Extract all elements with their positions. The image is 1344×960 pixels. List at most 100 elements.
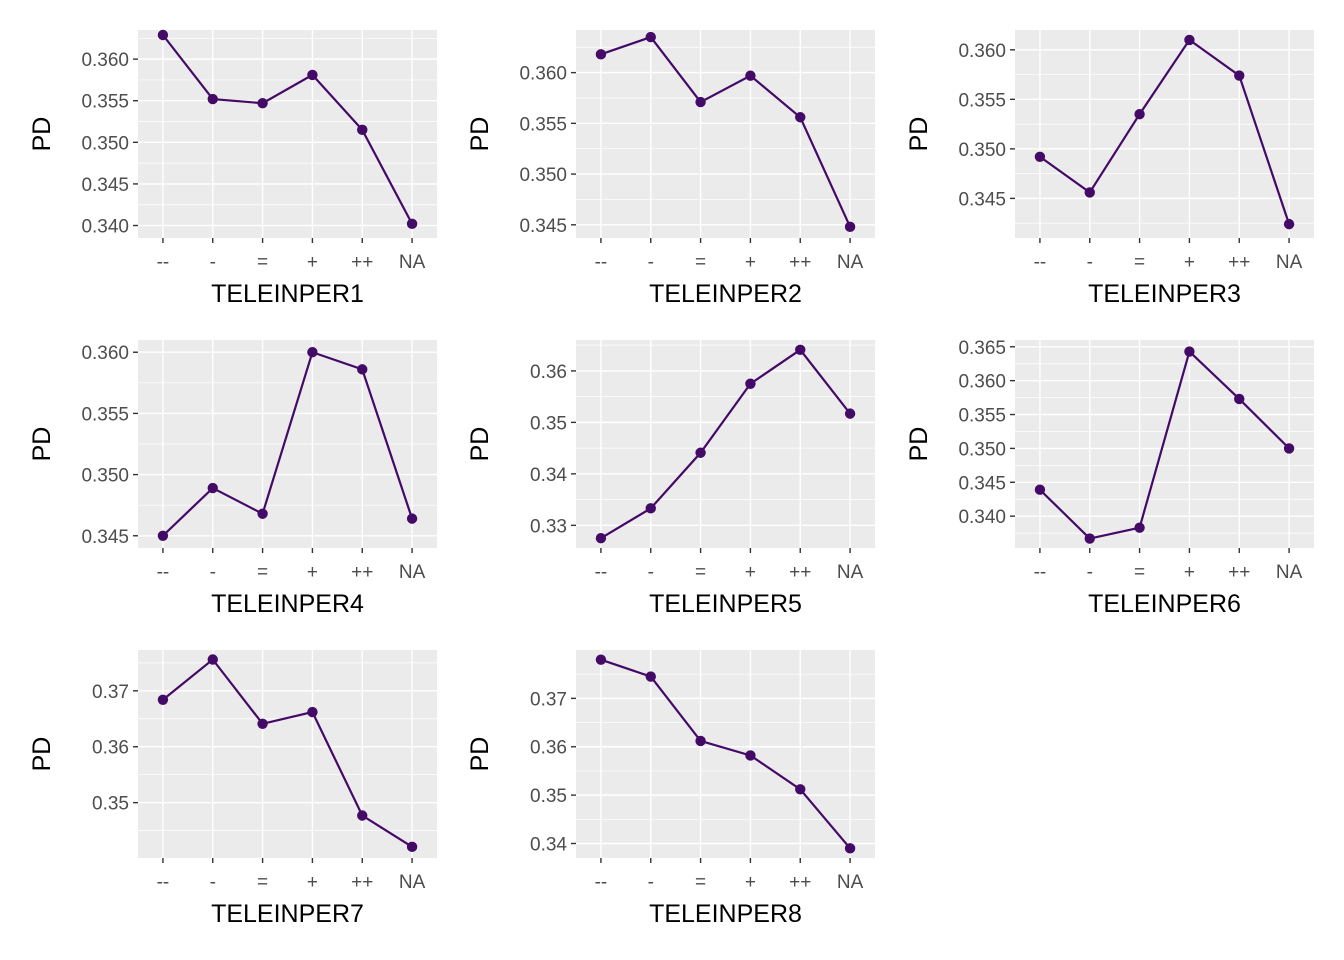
data-point [1084, 533, 1095, 544]
x-axis-title: TELEINPER7 [211, 900, 364, 928]
data-point [1084, 187, 1095, 198]
y-tick-label: 0.345 [519, 216, 567, 237]
x-tick-label: - [648, 872, 654, 893]
x-axis-title: TELEINPER3 [1088, 280, 1241, 308]
data-point [157, 530, 169, 541]
data-point [595, 533, 607, 544]
x-tick-label: + [307, 872, 318, 893]
data-point [207, 654, 218, 665]
x-tick-label: = [695, 562, 706, 583]
x-tick-label: + [307, 252, 318, 273]
x-tick-label: - [210, 252, 216, 273]
data-point [406, 513, 418, 524]
y-axis-title: PD [466, 427, 494, 462]
data-point [406, 841, 418, 853]
y-tick-label: 0.345 [81, 527, 129, 548]
y-tick-label: 0.34 [530, 465, 567, 486]
data-point [207, 93, 218, 105]
data-point [795, 112, 806, 123]
y-tick-label: 0.360 [519, 64, 567, 85]
data-point [257, 718, 268, 730]
data-point [357, 364, 368, 375]
x-tick-label: -- [157, 562, 170, 583]
x-tick-label: + [1184, 562, 1195, 583]
panel-background [576, 650, 875, 858]
x-tick-label: = [1134, 562, 1145, 583]
data-point [157, 694, 169, 705]
data-point [745, 750, 756, 761]
y-tick-label: 0.35 [530, 786, 567, 807]
x-tick-label: ++ [351, 252, 373, 273]
panel-background [1015, 30, 1314, 238]
y-tick-label: 0.350 [519, 165, 567, 186]
y-tick-label: 0.350 [958, 140, 1006, 161]
data-point [157, 29, 169, 41]
series-line [162, 350, 414, 537]
x-tick-label: NA [837, 562, 864, 583]
data-point [307, 706, 318, 718]
x-tick-label: + [1184, 252, 1195, 273]
x-tick-label: ++ [351, 562, 373, 583]
y-axis-title: PD [28, 117, 56, 152]
data-point [844, 843, 856, 854]
x-tick-label: - [1087, 562, 1093, 583]
x-axis-title: TELEINPER1 [211, 280, 364, 308]
x-tick-label: ++ [789, 252, 811, 273]
x-tick-label: - [648, 252, 654, 273]
y-axis-title: PD [905, 117, 933, 152]
y-tick-label: 0.365 [958, 338, 1006, 359]
x-tick-label: + [745, 562, 756, 583]
data-point [1234, 70, 1245, 81]
x-axis-title: TELEINPER2 [649, 280, 802, 308]
x-tick-label: ++ [351, 872, 373, 893]
y-tick-label: 0.350 [81, 133, 129, 154]
data-point [307, 347, 318, 358]
data-point [1184, 346, 1195, 357]
x-tick-label: = [257, 872, 268, 893]
x-tick-label: NA [399, 872, 426, 893]
data-point [695, 735, 706, 747]
data-point [645, 31, 656, 43]
x-tick-label: NA [1276, 252, 1303, 273]
data-point [1034, 484, 1046, 495]
x-tick-label: NA [837, 252, 864, 273]
data-point [1034, 151, 1046, 162]
y-tick-label: 0.36 [530, 738, 567, 759]
data-point [595, 49, 607, 60]
data-point [795, 784, 806, 795]
y-axis-title: PD [466, 737, 494, 772]
y-tick-label: 0.35 [530, 413, 567, 434]
x-axis-title: TELEINPER5 [649, 590, 802, 618]
data-point [645, 671, 656, 682]
x-axis-title: TELEINPER6 [1088, 590, 1241, 618]
x-tick-label: -- [157, 252, 170, 273]
panel-background [138, 650, 437, 858]
y-tick-label: 0.360 [958, 41, 1006, 62]
y-tick-label: 0.355 [958, 406, 1006, 427]
data-point [695, 96, 706, 108]
y-tick-label: 0.36 [530, 362, 567, 383]
data-point [844, 221, 856, 233]
x-tick-label: - [210, 562, 216, 583]
data-point [645, 503, 656, 514]
x-tick-label: -- [1034, 562, 1047, 583]
data-point [357, 124, 368, 136]
x-tick-label: NA [1276, 562, 1303, 583]
data-point [307, 69, 318, 81]
data-point [595, 654, 607, 665]
y-tick-label: 0.360 [958, 372, 1006, 393]
series-line [162, 34, 414, 225]
x-tick-label: ++ [789, 872, 811, 893]
x-tick-label: + [745, 872, 756, 893]
x-tick-label: ++ [1228, 252, 1250, 273]
series-line [162, 657, 413, 848]
x-tick-label: NA [399, 562, 426, 583]
data-point [406, 218, 418, 230]
